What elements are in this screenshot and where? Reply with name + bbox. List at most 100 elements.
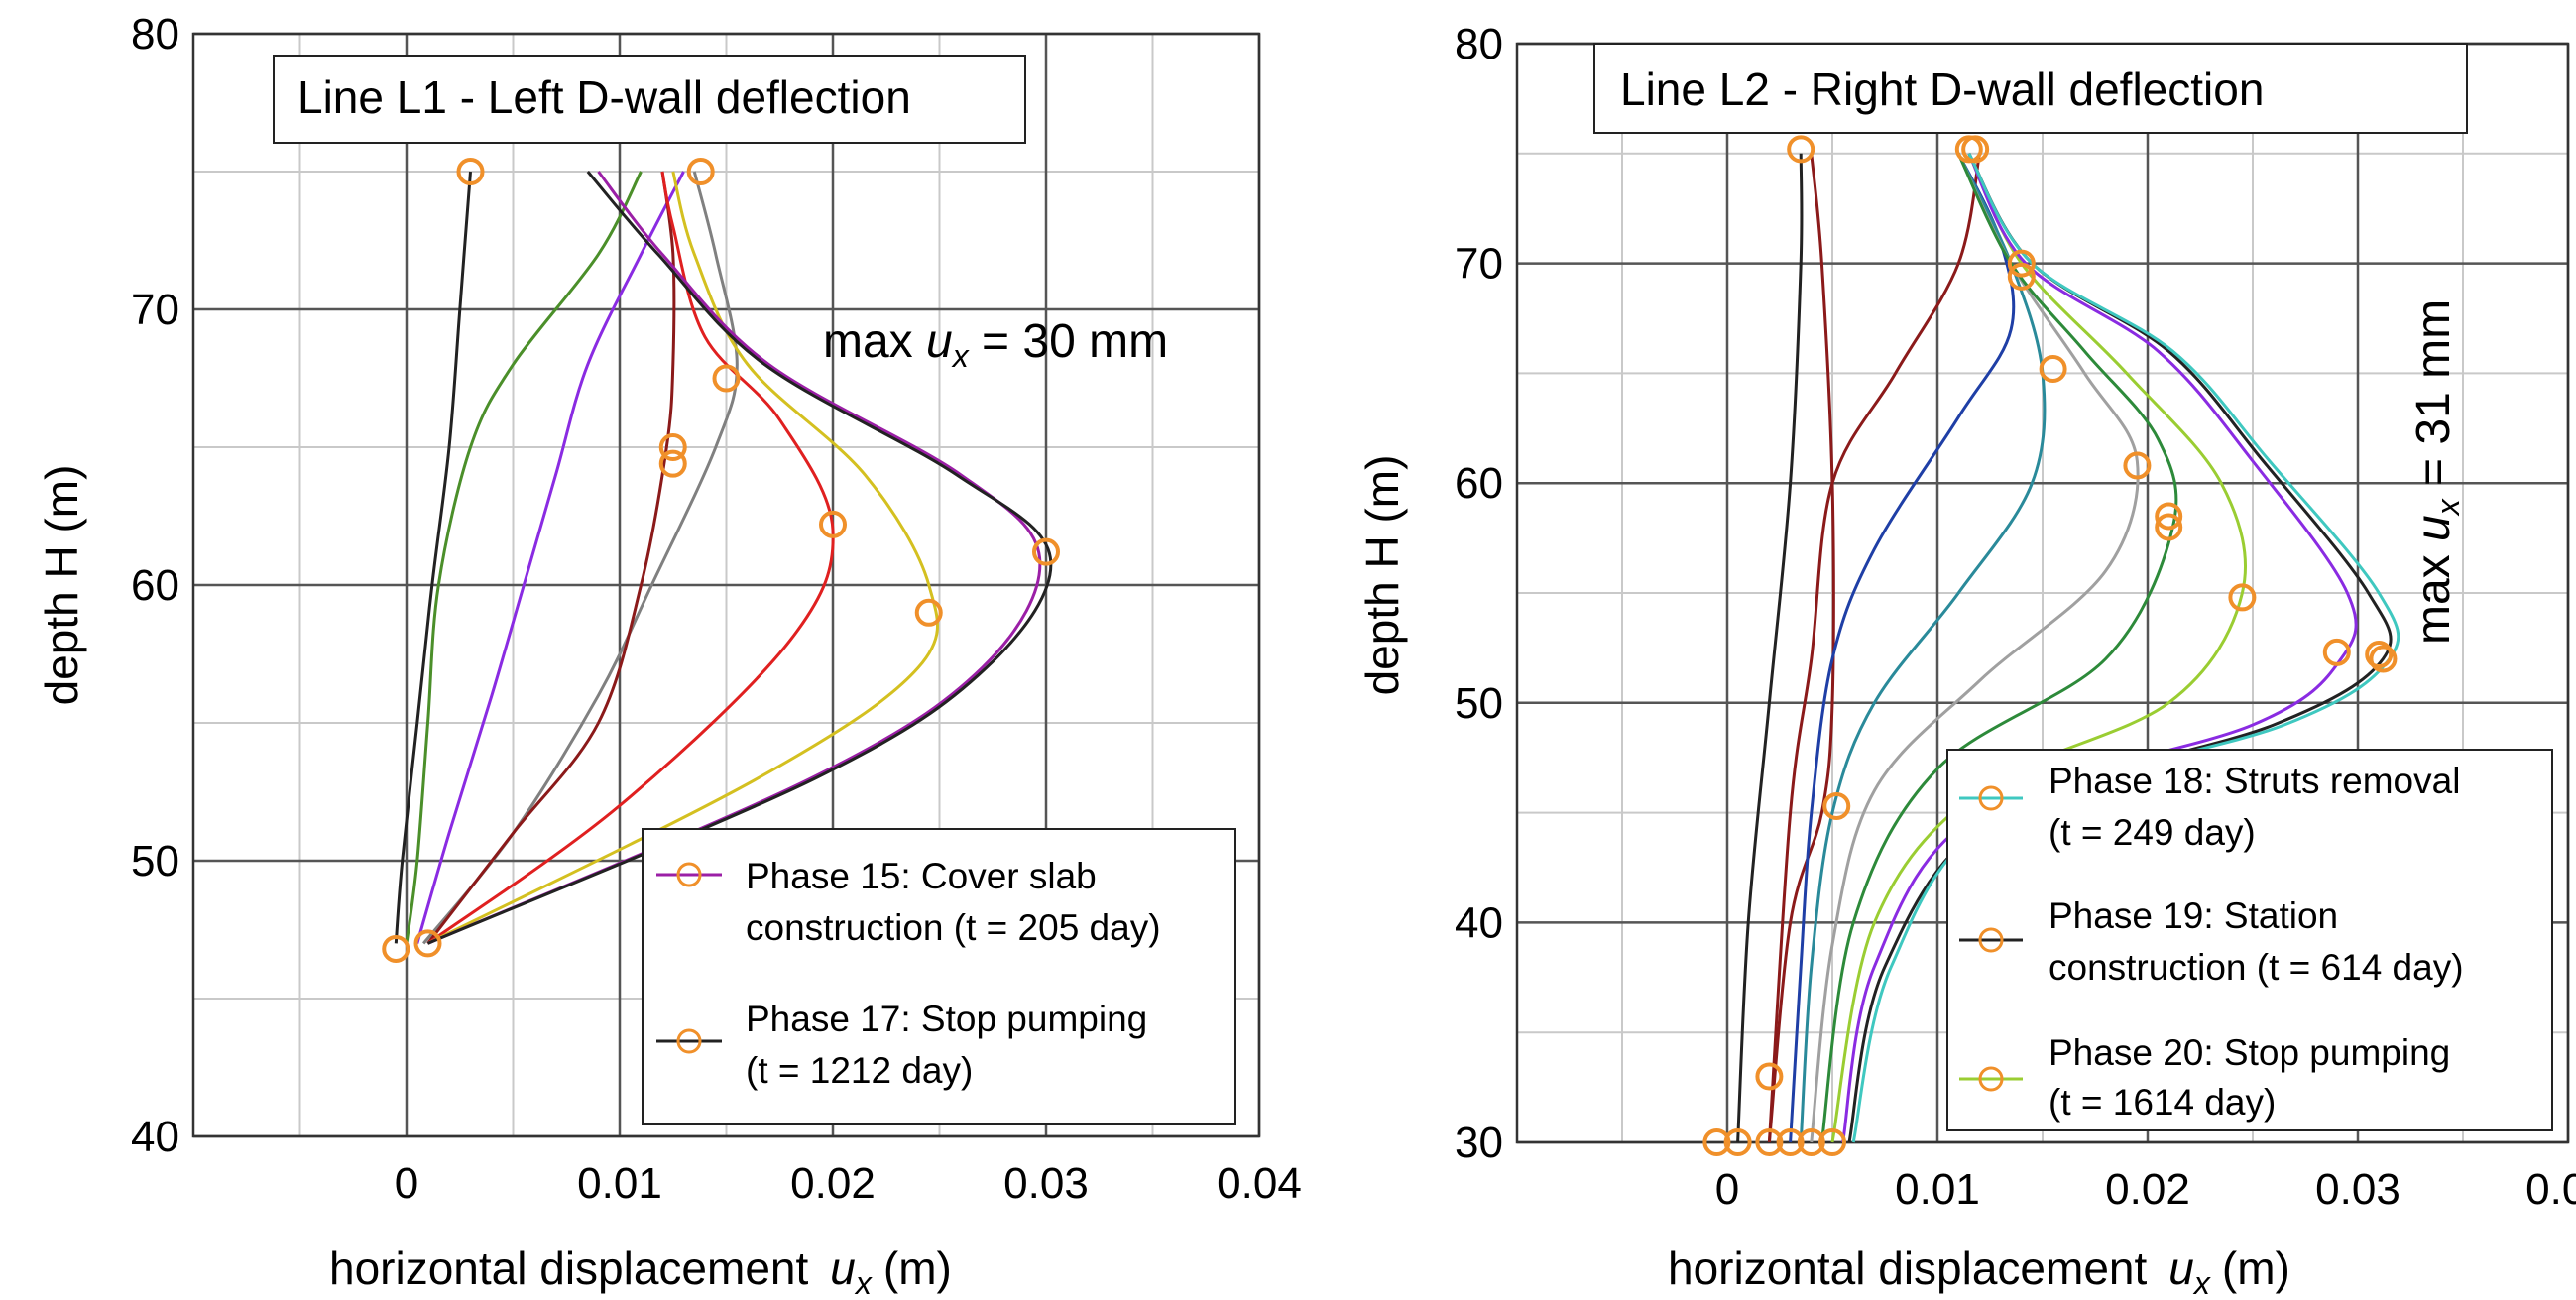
chart-left-title-box	[273, 55, 1026, 144]
series-line-1	[1736, 153, 1804, 1143]
series-line-11	[1851, 153, 2400, 1143]
y-tick-label: 60	[1455, 459, 1503, 508]
y-tick-label: 60	[131, 561, 179, 610]
legend-label-phase-20-line1: Phase 20: Stop pumping	[2049, 1032, 2450, 1073]
data-marker	[2369, 645, 2398, 673]
data-marker	[413, 929, 442, 958]
legend-marker-phase-15	[676, 862, 702, 887]
data-marker	[1776, 1128, 1805, 1156]
legend-label-phase-19-line2: construction (t = 614 day)	[2049, 947, 2464, 988]
chart-left-markers	[382, 158, 1060, 963]
legend-marker-phase-18	[1978, 785, 2004, 811]
data-marker	[1822, 791, 1851, 820]
series-line-1	[394, 171, 472, 944]
series-line-9	[426, 171, 1053, 945]
data-marker	[686, 158, 715, 185]
chart-left-title: Line L1 - Left D-wall deflection	[297, 71, 911, 123]
chart-left-annotation: max ux = 30 mm	[823, 315, 1168, 374]
x-tick-label: 0.03	[1003, 1159, 1089, 1208]
y-tick-label: 30	[1455, 1119, 1503, 1167]
chart-right: 0 0.01 0.02 0.03 0.04 30 40 50 60 70 80 Line L2 - …	[1356, 20, 2576, 1300]
chart-left-tick-labels: 0 0.01 0.02 0.03 0.04 40 50 60 70 80	[131, 10, 1302, 1208]
data-marker	[658, 433, 687, 461]
data-marker	[1702, 1128, 1731, 1156]
chart-left-ylabel: depth H (m)	[36, 465, 87, 706]
plot-frame	[191, 32, 1261, 1138]
x-tick-label: 0.02	[2105, 1165, 2190, 1214]
x-tick-label: 0	[1715, 1165, 1739, 1214]
series-line-3	[1767, 153, 1981, 1143]
data-marker	[2007, 249, 2036, 278]
y-tick-label: 80	[131, 10, 179, 59]
chart-right-title: Line L2 - Right D-wall deflection	[1620, 63, 2264, 115]
legend-marker-phase-17	[676, 1028, 702, 1054]
data-marker	[456, 158, 485, 185]
data-marker	[382, 934, 410, 963]
series-line-8	[426, 171, 1042, 945]
x-tick-label: 0.02	[790, 1159, 876, 1208]
data-marker	[2228, 583, 2257, 612]
legend-marker-phase-20	[1978, 1066, 2004, 1092]
chart-left-legend-box	[642, 828, 1236, 1125]
chart-left: 0 0.01 0.02 0.03 0.04 40 50 60 70 80 Line L1 - Le…	[36, 10, 1302, 1300]
chart-right-legend: Phase 18: Struts removal (t = 249 day) P…	[1946, 749, 2553, 1131]
y-tick-label: 70	[131, 286, 179, 334]
series-line-6	[1810, 153, 2140, 1143]
y-tick-label: 40	[1455, 898, 1503, 947]
chart-right-ylabel: depth H (m)	[1356, 455, 1408, 696]
data-marker	[1755, 1062, 1784, 1091]
chart-right-tick-labels: 0 0.01 0.02 0.03 0.04 30 40 50 60 70 80	[1455, 20, 2576, 1214]
chart-right-legend-box	[1946, 749, 2553, 1131]
series-line-2	[405, 171, 643, 944]
data-marker	[1787, 135, 1815, 164]
x-tick-label: 0.03	[2315, 1165, 2400, 1214]
series-line-7	[1819, 153, 2178, 1143]
data-marker	[2123, 451, 2152, 480]
chart-left-xlabel: horizontal displacement ux (m)	[329, 1242, 952, 1300]
series-line-2	[1767, 153, 1835, 1143]
series-line-4	[1789, 153, 2016, 1143]
legend-label-phase-19-line1: Phase 19: Station	[2049, 895, 2338, 936]
legend-label-phase-15-line1: Phase 15: Cover slab	[746, 856, 1097, 896]
y-tick-label: 50	[131, 837, 179, 886]
chart-right-xlabel: horizontal displacement ux (m)	[1668, 1242, 2290, 1300]
chart-right-markers	[1702, 135, 2398, 1156]
x-tick-label: 0.04	[2525, 1165, 2576, 1214]
data-marker	[658, 449, 687, 478]
data-marker	[2155, 513, 2183, 541]
legend-label-phase-18-line2: (t = 249 day)	[2049, 812, 2256, 853]
chart-right-title-box	[1593, 43, 2468, 134]
x-tick-label: 0.01	[1895, 1165, 1980, 1214]
legend-marker-phase-19	[1978, 927, 2004, 953]
series-line-3	[415, 171, 685, 944]
y-tick-label: 50	[1455, 679, 1503, 728]
data-marker	[2365, 641, 2394, 669]
data-marker	[1797, 1128, 1825, 1156]
legend-label-phase-18-line1: Phase 18: Struts removal	[2049, 761, 2460, 801]
data-marker	[819, 510, 847, 538]
y-tick-label: 70	[1455, 240, 1503, 289]
legend-label-phase-17-line2: (t = 1212 day)	[746, 1050, 973, 1091]
data-marker	[712, 364, 741, 393]
data-marker	[2322, 638, 2351, 666]
data-marker	[914, 598, 943, 627]
data-marker	[2039, 354, 2067, 383]
legend-label-phase-20-line2: (t = 1614 day)	[2049, 1082, 2276, 1123]
data-marker	[1755, 1128, 1784, 1156]
x-tick-label: 0.01	[577, 1159, 662, 1208]
y-tick-label: 40	[131, 1113, 179, 1161]
data-marker	[1723, 1128, 1752, 1156]
y-tick-label: 80	[1455, 20, 1503, 68]
data-marker	[1818, 1128, 1846, 1156]
data-marker	[2155, 502, 2183, 531]
series-line-5	[426, 171, 676, 945]
x-tick-label: 0	[395, 1159, 418, 1208]
chart-right-annotation: max ux = 31 mm	[2407, 299, 2466, 645]
series-line-7	[426, 171, 939, 945]
data-marker	[2007, 262, 2036, 291]
series-line-8	[1830, 153, 2247, 1143]
legend-label-phase-17-line1: Phase 17: Stop pumping	[746, 999, 1147, 1039]
series-line-9	[1841, 153, 2358, 1143]
chart-left-series	[394, 171, 1053, 945]
